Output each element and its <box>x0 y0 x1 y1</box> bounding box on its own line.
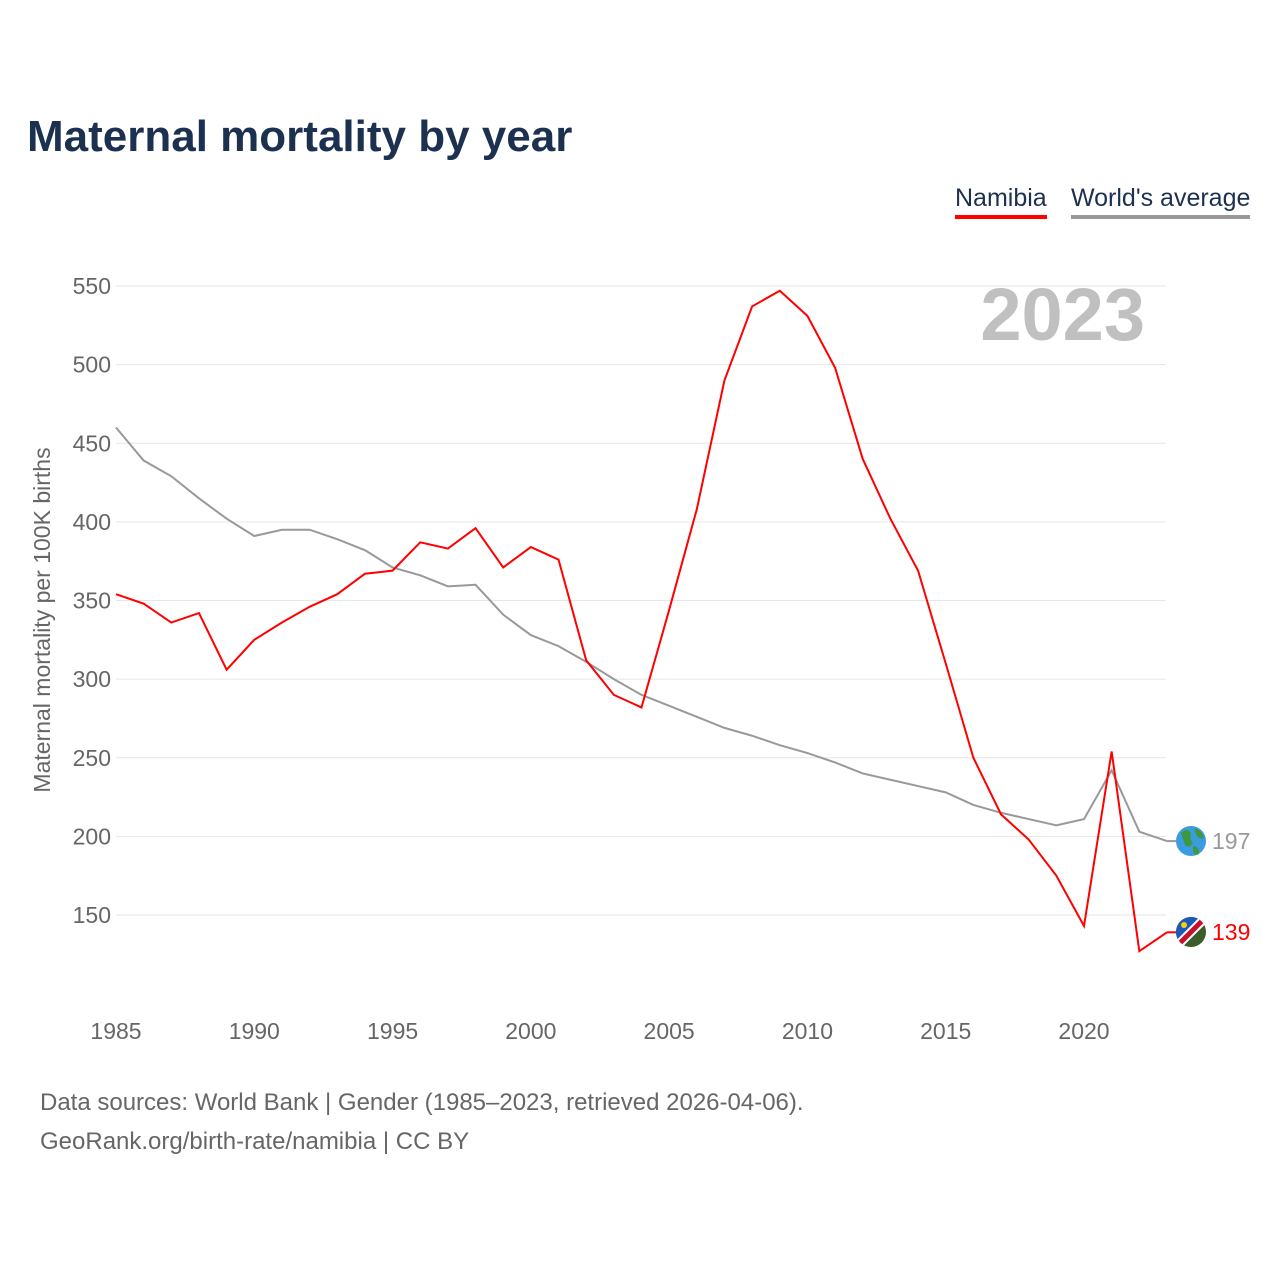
data-source-note: Data sources: World Bank | Gender (1985–… <box>40 1089 804 1116</box>
x-tick-label: 2020 <box>1058 1018 1109 1044</box>
x-tick-label: 2015 <box>920 1018 971 1044</box>
y-axis-label: Maternal mortality per 100K births <box>29 447 55 792</box>
y-tick-label: 200 <box>73 823 111 849</box>
chart-title: Maternal mortality by year <box>27 112 573 161</box>
y-tick-label: 400 <box>73 509 111 535</box>
y-tick-label: 550 <box>73 273 111 299</box>
y-tick-label: 500 <box>73 352 111 378</box>
namibia-flag-icon <box>1176 917 1206 947</box>
x-tick-label: 2000 <box>505 1018 556 1044</box>
legend-namibia[interactable]: Namibia <box>955 184 1047 219</box>
y-tick-label: 450 <box>73 430 111 456</box>
y-tick-label: 350 <box>73 588 111 614</box>
x-tick-label: 2010 <box>782 1018 833 1044</box>
credit-link[interactable]: GeoRank.org/birth-rate/namibia | CC BY <box>40 1128 470 1155</box>
x-tick-label: 1985 <box>90 1018 141 1044</box>
year-watermark: 2023 <box>980 273 1145 356</box>
x-tick-label: 1995 <box>367 1018 418 1044</box>
end-value-label: 197 <box>1212 828 1250 854</box>
y-tick-label: 150 <box>73 902 111 928</box>
world-end-marker <box>1176 826 1206 856</box>
namibia-end-marker <box>1176 917 1206 947</box>
x-tick-label: 1990 <box>229 1018 280 1044</box>
series-line-namibia <box>115 289 1168 953</box>
x-tick-label: 2005 <box>644 1018 695 1044</box>
series-line-world-average <box>115 426 1168 843</box>
end-value-label: 139 <box>1212 919 1250 945</box>
y-tick-label: 300 <box>73 666 111 692</box>
y-tick-label: 250 <box>73 745 111 771</box>
legend-world-average[interactable]: World's average <box>1071 184 1251 219</box>
